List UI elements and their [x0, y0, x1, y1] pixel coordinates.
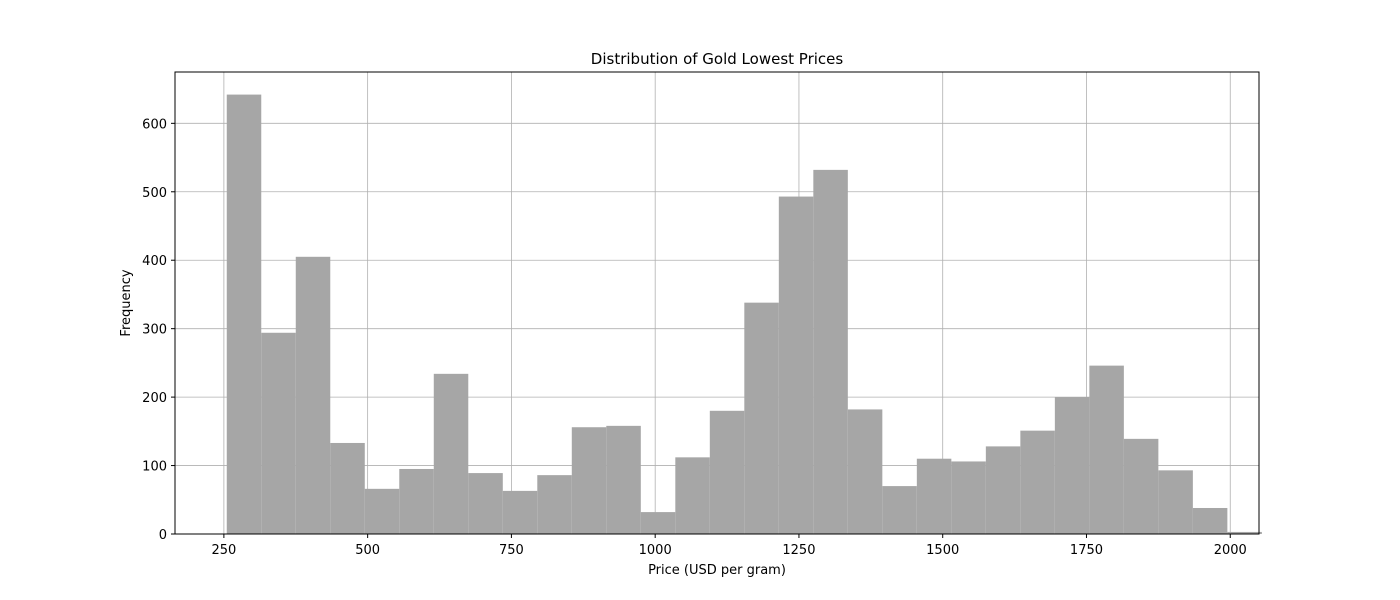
histogram-bar — [813, 169, 848, 534]
histogram-bar — [364, 488, 400, 534]
histogram-bar — [847, 409, 883, 534]
histogram-bar — [1158, 470, 1193, 534]
histogram-bar — [916, 458, 952, 534]
histogram-bar — [1054, 397, 1090, 534]
histogram-bar — [261, 332, 296, 534]
histogram-bar — [985, 446, 1021, 534]
histogram-bar — [778, 196, 814, 534]
x-tick-label: 1750 — [1070, 543, 1103, 558]
x-tick-label: 750 — [499, 543, 524, 558]
histogram-bar — [1123, 438, 1159, 534]
histogram-bar — [571, 427, 607, 534]
histogram-bar — [1020, 430, 1055, 534]
x-tick-label: 500 — [355, 543, 380, 558]
histogram-bar — [675, 457, 710, 534]
y-tick-label: 400 — [142, 254, 167, 269]
histogram-bar — [744, 302, 779, 534]
x-tick-label: 2000 — [1214, 543, 1247, 558]
histogram-bar — [882, 486, 917, 534]
x-tick-label: 1500 — [926, 543, 959, 558]
histogram-bar — [226, 94, 262, 534]
y-tick-label: 100 — [142, 460, 167, 475]
histogram-bar — [951, 461, 986, 534]
histogram-bar — [295, 256, 331, 534]
histogram-bar — [1192, 507, 1228, 534]
x-tick-label: 1000 — [639, 543, 672, 558]
histogram-bar — [537, 475, 572, 534]
y-tick-label: 200 — [142, 391, 167, 406]
histogram-bars — [226, 94, 1262, 534]
histogram-bar — [502, 490, 538, 534]
histogram-bar — [399, 468, 434, 534]
histogram-bar — [1227, 531, 1262, 534]
ticks: 250 500 750 1000 1250 1500 1750 2000 0 100 200 300 4… — [142, 117, 1247, 558]
y-tick-label: 300 — [142, 323, 167, 338]
x-tick-label: 1250 — [782, 543, 815, 558]
histogram-bar — [1089, 365, 1124, 534]
histogram-bar — [606, 425, 641, 534]
histogram-bar — [640, 512, 676, 534]
y-tick-label: 0 — [159, 528, 167, 543]
plot-frame — [174, 71, 1260, 535]
x-tick-label: 250 — [211, 543, 236, 558]
histogram-bar — [709, 410, 745, 534]
histogram-bar — [433, 373, 469, 534]
y-tick-label: 500 — [142, 186, 167, 201]
y-axis-label: Frequency — [119, 269, 134, 336]
axes — [174, 71, 1260, 535]
histogram-bar — [468, 473, 503, 534]
histogram-bar — [330, 442, 365, 534]
x-axis-label: Price (USD per gram) — [648, 563, 786, 578]
y-tick-label: 600 — [142, 117, 167, 132]
chart-title: Distribution of Gold Lowest Prices — [591, 50, 844, 68]
